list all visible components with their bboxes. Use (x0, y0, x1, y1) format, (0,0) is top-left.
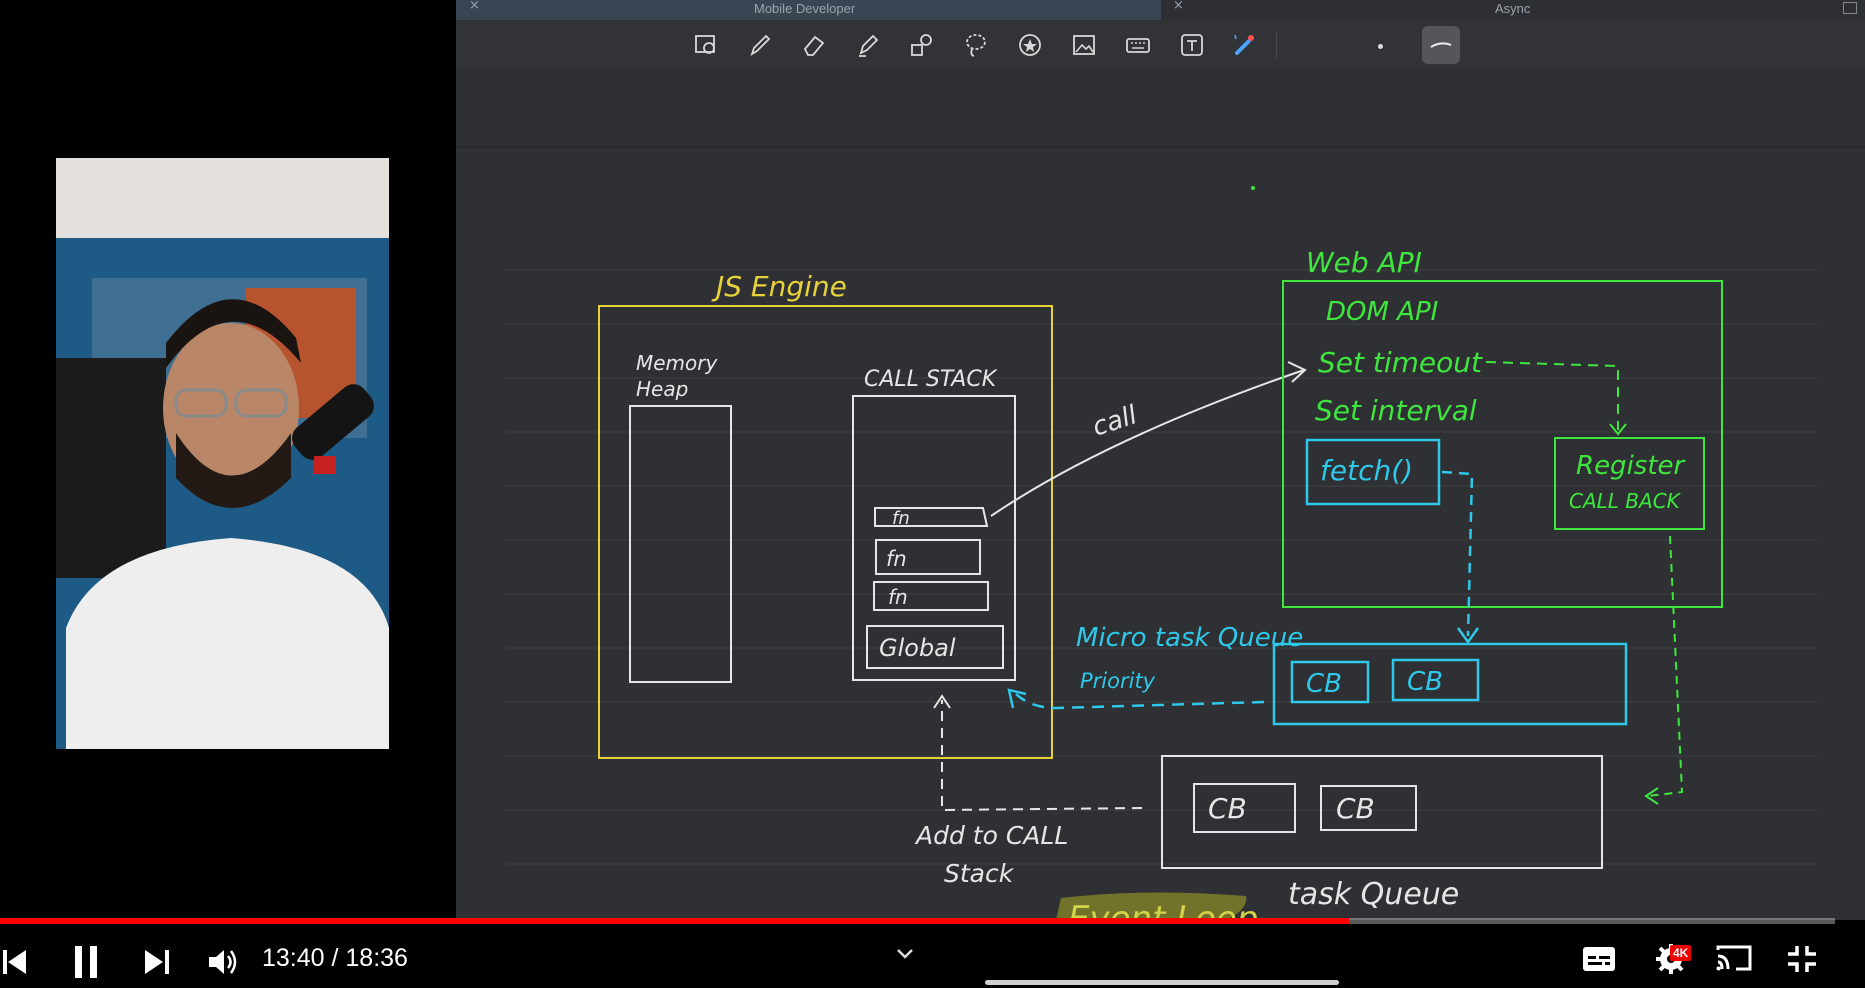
presenter-image (56, 158, 389, 749)
image-icon[interactable] (1067, 30, 1101, 60)
set-interval-label: Set interval (1315, 394, 1477, 427)
memory-heap-label-2: Heap (636, 377, 688, 401)
whiteboard-canvas[interactable]: JS Engine Memory Heap CALL STACK fn fn f… (456, 148, 1865, 920)
tab-bar: × Mobile Developer × Async (456, 0, 1865, 20)
quality-badge: 4K (1670, 945, 1692, 961)
presenter-panel (0, 0, 456, 988)
stack-frame-label: fn (888, 585, 908, 609)
video-controls (0, 920, 1865, 988)
register-dashed-arrow (1647, 535, 1684, 797)
micro-cb-label: CB (1306, 669, 1342, 699)
js-engine-box (598, 305, 1053, 759)
tab-mobile-developer[interactable]: × Mobile Developer (456, 0, 1161, 20)
text-icon[interactable] (1175, 30, 1209, 60)
close-icon[interactable]: × (1173, 0, 1184, 13)
micro-cb-box (1290, 660, 1370, 704)
image-edit-icon[interactable] (689, 30, 723, 60)
time-display: 13:40 / 18:36 (262, 944, 408, 972)
microtask-queue-label: Micro task Queue (1076, 623, 1303, 653)
laser-pointer-icon[interactable] (1226, 30, 1260, 60)
chevron-down-icon[interactable] (892, 942, 918, 966)
shapes-icon[interactable] (905, 30, 939, 60)
keyboard-icon[interactable] (1121, 30, 1155, 60)
call-arrow (990, 369, 1305, 517)
micro-cb-label: CB (1407, 667, 1443, 697)
next-icon[interactable] (140, 942, 174, 982)
add-to-stack-label-2: Stack (944, 859, 1015, 888)
priority-label: Priority (1080, 669, 1156, 693)
memory-heap-label-1: Memory (636, 351, 719, 375)
exit-fullscreen-icon[interactable] (1784, 942, 1820, 976)
event-loop-diagram: JS Engine Memory Heap CALL STACK fn fn f… (506, 186, 1817, 920)
add-to-stack-label-1: Add to CALL (914, 821, 1068, 850)
register-callback-box (1554, 437, 1705, 530)
webcam-video (56, 158, 389, 749)
tab-label: Mobile Developer (754, 1, 856, 16)
memory-heap-box (629, 405, 732, 683)
pen-size-dot[interactable] (1378, 44, 1383, 49)
highlighter-icon[interactable] (851, 30, 885, 60)
fetch-dashed-arrow (1441, 470, 1474, 637)
eraser-icon[interactable] (797, 30, 831, 60)
page-header-area (456, 70, 1865, 148)
progress-played[interactable] (0, 918, 1349, 924)
tab-async[interactable]: × Async (1161, 0, 1865, 20)
add-to-stack-dashed-arrow (941, 700, 1143, 812)
stack-frame-3 (873, 581, 989, 611)
global-frame-label: Global (879, 634, 956, 662)
task-queue-label: task Queue (1288, 877, 1459, 912)
call-stack-box (852, 395, 1016, 681)
register-label: Register (1576, 451, 1687, 481)
volume-icon[interactable] (204, 942, 244, 982)
pen-icon[interactable] (743, 30, 777, 60)
toolbar-divider (1276, 32, 1277, 60)
window-icon[interactable] (1843, 2, 1857, 14)
micro-cb-box (1391, 658, 1480, 702)
fetch-label: fetch() (1320, 454, 1413, 487)
call-stack-label: CALL STACK (864, 367, 998, 392)
js-engine-label: JS Engine (711, 270, 847, 303)
drawing-toolbar (456, 20, 1865, 70)
task-cb-box (1320, 785, 1417, 831)
stray-dot (1251, 186, 1255, 190)
dom-api-label: DOM API (1326, 297, 1438, 327)
set-timeout-label: Set timeout (1318, 346, 1483, 379)
stroke-style-icon (1430, 42, 1452, 48)
pen-style-button[interactable] (1422, 26, 1460, 64)
microtask-queue-box (1272, 642, 1628, 726)
task-queue-box (1161, 755, 1603, 869)
close-icon[interactable]: × (469, 0, 480, 13)
priority-dashed-arrow (1015, 693, 1265, 710)
web-api-box (1282, 280, 1723, 608)
stack-frame-1 (874, 507, 989, 527)
home-indicator (985, 980, 1339, 985)
task-cb-box (1193, 783, 1296, 833)
event-loop-highlight (1056, 892, 1247, 920)
stack-frame-2 (875, 539, 981, 575)
previous-icon[interactable] (0, 942, 30, 982)
callback-label: CALL BACK (1569, 489, 1682, 513)
task-cb-label: CB (1208, 792, 1247, 825)
subtitles-icon[interactable] (1580, 942, 1618, 976)
sticker-icon[interactable] (1013, 30, 1047, 60)
stack-frame-label: fn (892, 508, 910, 529)
cast-icon[interactable] (1714, 940, 1754, 976)
lasso-icon[interactable] (959, 30, 993, 60)
pause-icon[interactable] (66, 942, 106, 982)
global-frame (866, 625, 1004, 669)
notes-app: × Mobile Developer × Async (456, 0, 1865, 920)
tab-label: Async (1495, 1, 1531, 16)
web-api-label: Web API (1306, 246, 1422, 279)
event-loop-label: Event Loop (1068, 899, 1258, 920)
stack-frame-label: fn (886, 547, 907, 571)
task-cb-label: CB (1336, 792, 1375, 825)
timeout-dashed-arrow (1485, 361, 1619, 430)
fetch-box (1305, 438, 1441, 506)
